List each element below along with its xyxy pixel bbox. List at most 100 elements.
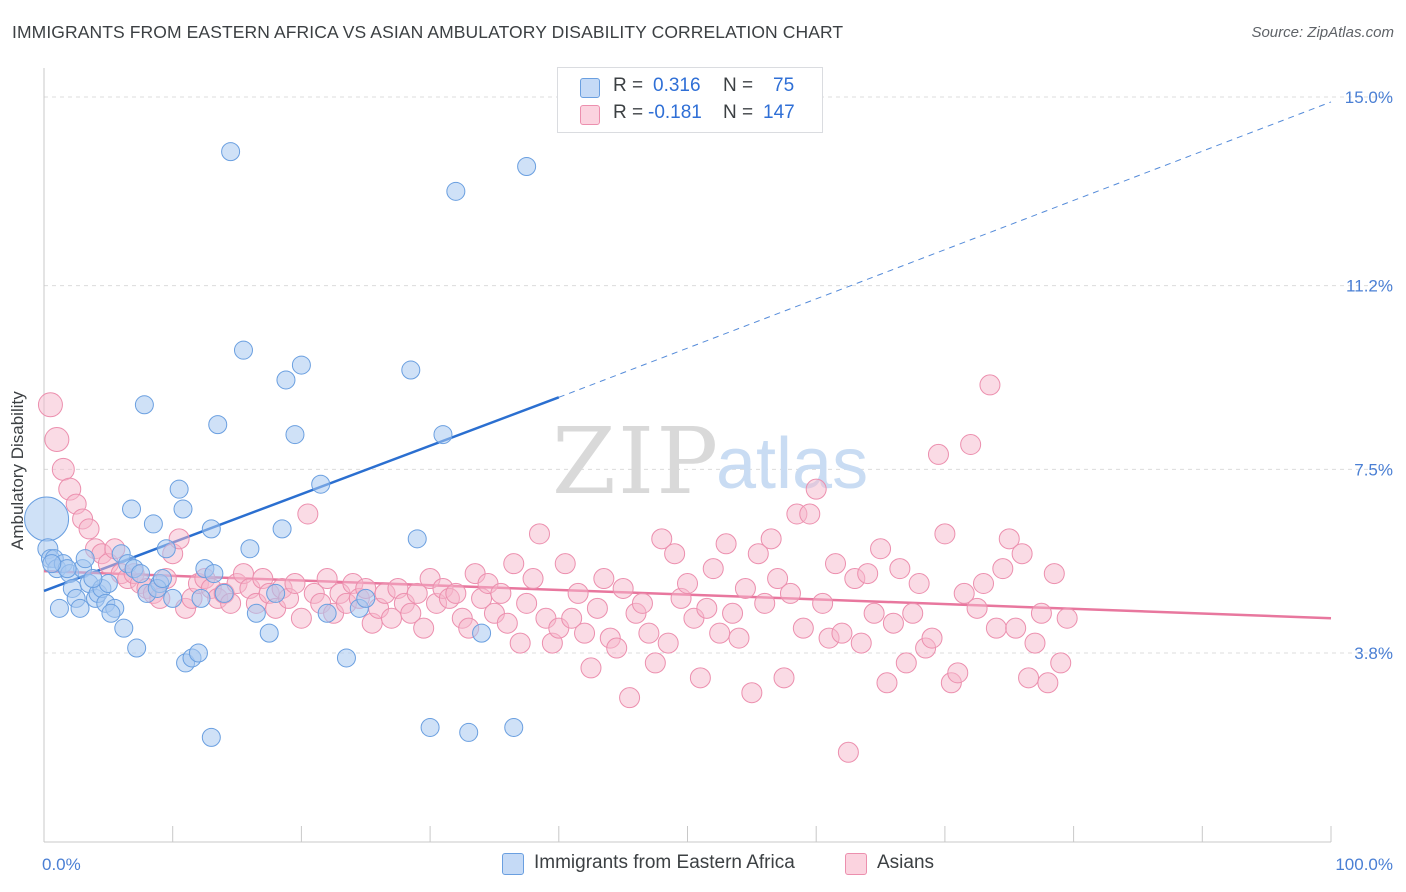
point-eastern-africa xyxy=(83,569,103,589)
point-asians xyxy=(612,577,634,599)
point-asians xyxy=(947,662,969,684)
point-eastern-africa xyxy=(163,588,183,608)
point-asians xyxy=(979,374,1001,396)
legend-n-label: N = xyxy=(723,75,754,96)
point-eastern-africa xyxy=(356,588,376,608)
point-asians xyxy=(516,592,538,614)
source-label: Source: ZipAtlas.com xyxy=(1251,24,1394,41)
point-asians xyxy=(1037,672,1059,694)
point-asians xyxy=(574,622,596,644)
bottom-legend-swatch-blue xyxy=(502,853,524,875)
trend-line-eastern-africa-extension xyxy=(558,101,1332,398)
point-asians xyxy=(37,392,63,418)
legend-r-label: R = xyxy=(613,102,644,123)
point-asians xyxy=(496,612,518,634)
point-eastern-africa xyxy=(240,539,260,559)
x-tick-label: 0.0% xyxy=(42,855,81,874)
y-tick-label: 15.0% xyxy=(1345,88,1393,107)
point-eastern-africa xyxy=(311,474,331,494)
point-asians xyxy=(580,657,602,679)
point-eastern-africa xyxy=(152,569,172,589)
point-eastern-africa xyxy=(191,588,211,608)
point-asians xyxy=(586,597,608,619)
tick-labels: 3.8% 7.5% 11.2% 15.0% 0.0% 100.0% xyxy=(42,88,1393,874)
point-asians xyxy=(593,568,615,590)
point-asians xyxy=(619,687,641,709)
chart-title: IMMIGRANTS FROM EASTERN AFRICA VS ASIAN … xyxy=(12,22,844,42)
point-asians xyxy=(734,577,756,599)
watermark-zip: ZIP xyxy=(552,408,720,515)
legend-r-value: -0.181 xyxy=(648,102,702,123)
point-eastern-africa xyxy=(201,727,221,747)
watermark-atlas: atlas xyxy=(716,424,868,504)
point-eastern-africa xyxy=(446,181,466,201)
point-asians xyxy=(767,568,789,590)
point-asians xyxy=(863,602,885,624)
point-eastern-africa xyxy=(214,583,234,603)
point-asians xyxy=(284,573,306,594)
point-eastern-africa xyxy=(291,355,311,375)
point-asians xyxy=(953,582,975,604)
point-asians xyxy=(747,543,769,565)
y-tick-label: 7.5% xyxy=(1354,460,1393,479)
point-eastern-africa xyxy=(173,499,193,519)
point-eastern-africa xyxy=(233,340,253,360)
point-eastern-africa xyxy=(134,395,154,415)
legend-n-value: 75 xyxy=(773,75,795,96)
point-asians xyxy=(689,667,711,689)
point-asians xyxy=(992,558,1014,580)
point-asians xyxy=(760,528,782,550)
point-asians xyxy=(1056,607,1078,629)
point-asians xyxy=(722,602,744,624)
gridlines xyxy=(44,96,1391,654)
point-asians xyxy=(1050,652,1072,674)
point-eastern-africa xyxy=(420,717,440,737)
point-eastern-africa xyxy=(459,722,479,742)
point-asians xyxy=(825,553,847,575)
point-asians xyxy=(754,592,776,614)
point-asians xyxy=(850,632,872,654)
point-asians xyxy=(78,518,100,540)
point-eastern-africa xyxy=(317,603,337,623)
point-eastern-africa xyxy=(101,603,121,623)
point-asians xyxy=(51,457,75,481)
point-asians xyxy=(490,582,512,604)
y-tick-label: 11.2% xyxy=(1346,277,1393,296)
point-eastern-africa xyxy=(114,618,134,638)
point-asians xyxy=(973,573,995,594)
point-asians xyxy=(696,597,718,619)
point-asians xyxy=(631,592,653,614)
point-asians xyxy=(889,558,911,580)
point-eastern-africa xyxy=(266,583,286,603)
point-asians xyxy=(1024,632,1046,654)
point-eastern-africa xyxy=(169,479,189,499)
point-asians xyxy=(831,622,853,644)
bottom-legend-label: Immigrants from Eastern Africa xyxy=(534,852,795,873)
point-asians xyxy=(715,533,737,555)
point-eastern-africa xyxy=(201,519,221,539)
point-asians xyxy=(413,617,435,639)
point-eastern-africa xyxy=(131,564,151,584)
point-asians xyxy=(1043,563,1065,585)
point-asians xyxy=(812,592,834,614)
axes xyxy=(43,68,1332,843)
point-asians xyxy=(297,503,319,525)
point-eastern-africa xyxy=(433,425,453,445)
point-eastern-africa xyxy=(272,519,292,539)
point-asians xyxy=(290,607,312,629)
point-asians xyxy=(709,622,731,644)
point-asians xyxy=(902,602,924,624)
point-asians xyxy=(567,582,589,604)
point-asians xyxy=(998,528,1020,550)
point-asians xyxy=(509,632,531,654)
legend-r-value: 0.316 xyxy=(653,75,701,96)
point-asians xyxy=(985,617,1007,639)
point-eastern-africa xyxy=(285,425,305,445)
point-eastern-africa xyxy=(127,638,147,658)
point-asians xyxy=(702,558,724,580)
point-asians xyxy=(503,553,525,575)
trend-lines xyxy=(43,101,1332,620)
point-eastern-africa xyxy=(70,598,90,618)
